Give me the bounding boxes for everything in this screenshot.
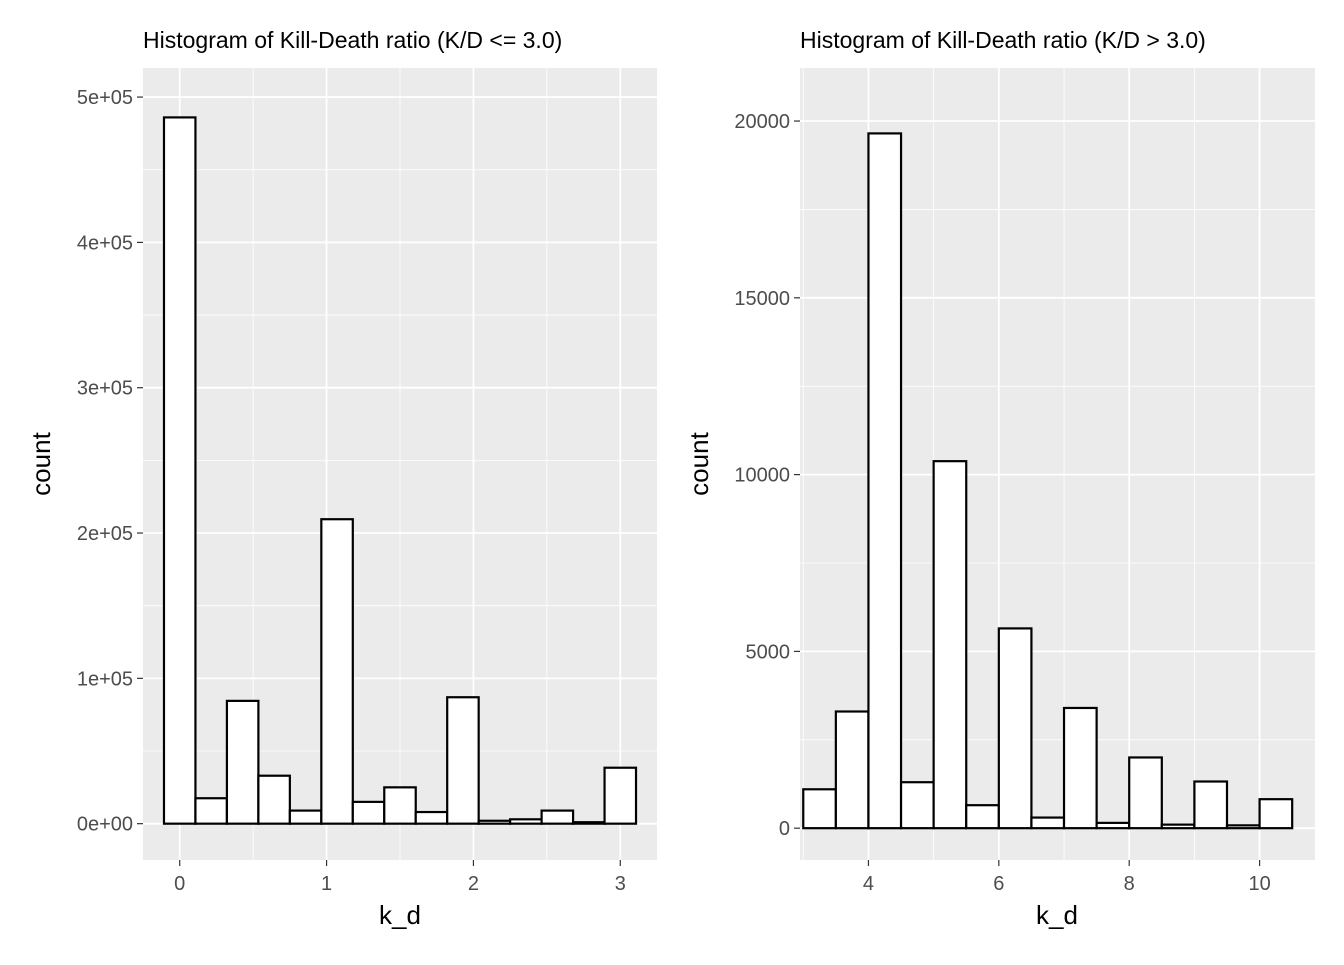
y-tick-label: 10000 — [734, 465, 790, 487]
y-tick-label: 3e+05 — [77, 378, 133, 400]
histogram-bar — [965, 804, 1000, 830]
right-y-axis: 0 5000 10000 15000 20000 — [734, 111, 800, 840]
histogram-bar — [802, 788, 837, 830]
x-tick-label: 6 — [993, 873, 1004, 895]
x-tick-label: 2 — [468, 873, 479, 895]
left-y-axis: 0e+00 1e+05 2e+05 3e+05 4e+05 5e+05 — [77, 87, 143, 836]
y-tick-label: 5e+05 — [77, 87, 133, 109]
y-tick-label: 5000 — [746, 641, 791, 663]
x-tick-label: 4 — [863, 873, 874, 895]
histogram-bar — [899, 781, 935, 830]
right-y-axis-label: count — [684, 431, 714, 495]
histogram-bar — [383, 786, 417, 825]
histogram-bar — [288, 809, 323, 825]
x-tick-label: 0 — [174, 873, 185, 895]
left-y-axis-label: count — [26, 431, 56, 495]
y-tick-label: 0e+00 — [77, 814, 133, 836]
left-x-axis: 0 1 2 3 — [174, 860, 626, 895]
histogram-bar — [1160, 823, 1196, 830]
histogram-bar — [571, 821, 606, 825]
histogram-bar — [867, 132, 903, 830]
histogram-bar — [997, 627, 1033, 830]
histogram-bar — [194, 797, 229, 825]
histogram-bar — [509, 818, 543, 825]
y-tick-label: 0 — [779, 818, 790, 840]
left-x-axis-label: k_d — [379, 900, 421, 930]
histogram-bar — [477, 819, 512, 825]
y-tick-label: 2e+05 — [77, 523, 133, 545]
histogram-bar — [1095, 821, 1131, 830]
histogram-bar — [257, 774, 291, 825]
histogram-bar — [1193, 780, 1229, 830]
y-tick-label: 4e+05 — [77, 232, 133, 254]
right-x-axis-label: k_d — [1036, 900, 1078, 930]
histogram-bar — [1062, 706, 1098, 830]
right-x-axis: 4 6 8 10 — [863, 860, 1271, 895]
x-tick-label: 3 — [615, 873, 626, 895]
histogram-bar — [225, 699, 260, 825]
histogram-bar — [351, 800, 386, 825]
right-panel-title: Histogram of Kill-Death ratio (K/D > 3.0… — [800, 27, 1206, 53]
right-histogram-panel: Histogram of Kill-Death ratio (K/D > 3.0… — [684, 27, 1315, 930]
y-tick-label: 15000 — [734, 288, 790, 310]
x-tick-label: 10 — [1248, 873, 1270, 895]
x-tick-label: 1 — [321, 873, 332, 895]
histogram-bar — [1258, 798, 1294, 830]
histogram-bar — [414, 810, 449, 825]
histogram-bar — [603, 766, 638, 825]
histogram-bar — [1128, 756, 1163, 830]
histogram-bar — [320, 518, 354, 825]
histogram-bar — [834, 710, 870, 830]
histogram-bar — [446, 696, 480, 825]
histogram-bar — [162, 116, 197, 825]
left-panel-title: Histogram of Kill-Death ratio (K/D <= 3.… — [143, 27, 562, 53]
histogram-bar — [1030, 816, 1066, 830]
x-tick-label: 8 — [1124, 873, 1135, 895]
y-tick-label: 20000 — [734, 111, 790, 133]
histogram-bar — [932, 460, 968, 830]
y-tick-label: 1e+05 — [77, 668, 133, 690]
left-bars — [162, 116, 638, 825]
histogram-bar — [540, 809, 575, 825]
left-histogram-panel: Histogram of Kill-Death ratio (K/D <= 3.… — [26, 27, 657, 930]
right-bars — [802, 132, 1294, 830]
histogram-bar — [1225, 824, 1261, 830]
